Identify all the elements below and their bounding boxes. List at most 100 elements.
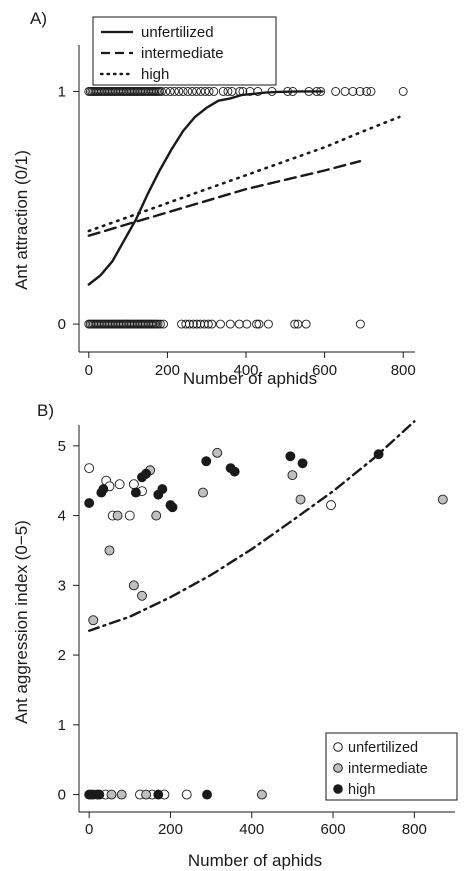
panel-a-point — [203, 319, 213, 329]
panel-a-point — [181, 319, 191, 329]
panel-a-point — [242, 319, 252, 329]
legend-grey-circle-icon — [333, 763, 343, 773]
panel-a-label: A) — [30, 9, 47, 28]
panel-a-point — [159, 319, 168, 329]
panel-b-point-intermediate — [116, 789, 127, 800]
panel-b-point-intermediate — [137, 590, 147, 601]
panel-b-point-intermediate — [104, 545, 115, 556]
panel-b-point-high — [202, 789, 212, 800]
panel-a-point — [209, 86, 219, 96]
panel-b-x-tick-label: 400 — [239, 821, 264, 838]
panel-a-x-axis-label: Number of aphids — [183, 369, 317, 388]
panel-a-point — [253, 86, 263, 96]
panel-a-point — [157, 86, 166, 96]
panel-b-point-intermediate — [141, 789, 152, 800]
panel-a-point — [161, 86, 171, 96]
panel-a-x-tick-label: 0 — [85, 362, 93, 379]
panel-b-point-high — [153, 789, 164, 800]
panel-b-point-intermediate — [88, 615, 99, 626]
panel-b-point-high — [373, 449, 384, 460]
panel-a-point — [398, 86, 408, 96]
panel-a-point — [199, 319, 209, 329]
panel-a-point — [184, 319, 194, 329]
panel-b: B) 0 200 400 600 800 0 1 2 3 4 5 unfertilized inte… — [12, 401, 458, 870]
panel-b-point-intermediate — [112, 510, 123, 521]
panel-b-point-intermediate — [151, 510, 162, 521]
panel-a-point — [192, 319, 202, 329]
panel-b-point-intermediate — [128, 580, 139, 591]
panel-a-y-axis-label: Ant attraction (0/1) — [12, 150, 31, 290]
panel-b-point-high — [94, 789, 105, 800]
panel-b-point-high — [84, 498, 95, 508]
panel-a-point — [362, 86, 372, 96]
panel-b-point-high — [201, 456, 212, 467]
panel-b-fit-line — [88, 420, 416, 632]
panel-a-point — [340, 86, 350, 96]
panel-a-y-tick-label: 1 — [58, 83, 66, 100]
panel-b-legend-box — [325, 732, 458, 801]
panel-b-point-high — [167, 502, 178, 513]
panel-b-point-high — [141, 468, 152, 479]
panel-a-point — [366, 86, 376, 96]
panel-b-point-unfertilized — [114, 479, 125, 490]
panel-a-points — [84, 86, 408, 329]
panel-b-point-intermediate — [198, 487, 208, 498]
panel-a-point — [355, 86, 365, 96]
panel-b-y-tick-label: 5 — [58, 438, 66, 455]
panel-a-axes: 0 200 400 600 800 0 1 — [58, 45, 416, 379]
panel-a-x-tick-label: 200 — [155, 362, 180, 379]
panel-a-x-tick-label: 400 — [234, 362, 259, 379]
panel-b-point-unfertilized — [326, 500, 336, 511]
panel-a-point — [263, 319, 273, 329]
panel-a-point — [165, 86, 175, 96]
panel-a-point — [204, 86, 214, 96]
panel-b-point-high — [229, 466, 240, 477]
panel-a-point — [207, 319, 217, 329]
panel-a-point — [290, 319, 300, 329]
panel-b-point-high — [285, 451, 296, 462]
legend-b-unfertilized: unfertilized — [348, 740, 418, 756]
legend-open-circle-icon — [333, 742, 343, 752]
panel-b-y-tick-label: 1 — [58, 717, 66, 734]
legend-a-unfertilized: unfertilized — [141, 24, 214, 41]
panel-b-y-tick-label: 2 — [58, 647, 66, 664]
panel-b-point-intermediate — [212, 447, 223, 458]
panel-b-point-intermediate — [295, 494, 306, 505]
panel-b-point-unfertilized — [124, 510, 135, 521]
panel-a-point — [216, 319, 225, 329]
panel-a-point — [355, 319, 365, 329]
panel-b-point-unfertilized — [84, 463, 95, 474]
panel-a-point — [301, 319, 311, 329]
panel-a-point — [254, 319, 264, 329]
panel-b-y-axis-label: Ant aggression index (0−5) — [12, 520, 31, 724]
panel-b-point-unfertilized — [128, 479, 139, 490]
panel-a-point — [218, 86, 228, 96]
panel-a-legend: unfertilized intermediate high — [92, 16, 277, 86]
panel-b-y-tick-label: 3 — [58, 577, 66, 594]
panel-b-points — [84, 447, 448, 800]
panel-a-x-tick-label: 600 — [312, 362, 337, 379]
panel-a-point — [178, 86, 188, 96]
panel-b-point-high — [98, 484, 109, 495]
panel-b-x-tick-label: 200 — [158, 821, 183, 838]
panel-b-point-high — [130, 487, 141, 498]
panel-a-curves — [87, 90, 401, 286]
panel-b-y-tick-label: 4 — [58, 508, 66, 525]
panel-a-point — [252, 319, 262, 329]
panel-b-legend: unfertilized intermediate high — [325, 732, 458, 801]
legend-black-circle-icon — [333, 784, 343, 794]
panel-a-point — [188, 319, 198, 329]
panel-b-curve — [88, 420, 416, 632]
panel-a-point — [223, 86, 233, 96]
panel-b-x-tick-label: 600 — [321, 821, 346, 838]
legend-b-intermediate: intermediate — [348, 761, 428, 777]
panel-b-point-intermediate — [287, 470, 298, 481]
panel-a-point — [153, 319, 163, 329]
legend-a-intermediate: intermediate — [141, 45, 224, 62]
panel-a-point — [331, 86, 341, 96]
panel-b-point-unfertilized — [181, 789, 192, 800]
panel-b-label: B) — [37, 401, 54, 420]
panel-a-point — [225, 319, 235, 329]
panel-b-point-high — [157, 484, 168, 495]
